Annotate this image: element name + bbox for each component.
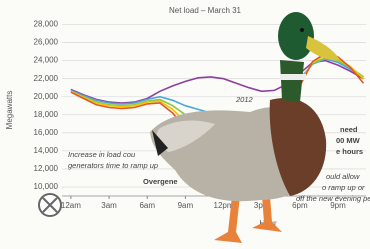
chart-title: Net load – March 31 (169, 6, 242, 15)
annotation: Increase in load cou (68, 150, 136, 159)
annotation: 2012 (235, 95, 254, 104)
chart: Net load – March 31 Megawatts Hour 10,00… (0, 0, 370, 249)
y-tick-label: 10,000 (34, 182, 59, 191)
y-tick-label: 22,000 (34, 74, 59, 83)
y-tick-label: 26,000 (34, 38, 59, 47)
y-tick-label: 18,000 (34, 110, 59, 119)
x-tick-label: 9am (178, 201, 194, 210)
y-tick-label: 12,000 (34, 164, 59, 173)
x-tick-label: 3am (101, 201, 117, 210)
x-tick-label: 12am (61, 201, 81, 210)
annotation: Overgene (143, 177, 178, 186)
y-tick-label: 24,000 (34, 56, 59, 65)
annotation: ould allow (326, 172, 360, 181)
annotation: need (340, 125, 358, 134)
annotation: e hours (336, 147, 363, 156)
annotation: off the new evening peak (296, 194, 370, 203)
page: Net load – March 31 Megawatts Hour 10,00… (0, 0, 370, 249)
x-tick-label: 6am (139, 201, 155, 210)
annotation: 00 MW (336, 136, 361, 145)
duck-eye (300, 28, 304, 32)
y-tick-label: 20,000 (34, 92, 59, 101)
y-tick-label: 16,000 (34, 128, 59, 137)
duck-head (278, 12, 314, 60)
annotation: o ramp up or (322, 183, 365, 192)
y-tick-label: 28,000 (34, 20, 59, 29)
close-icon[interactable] (39, 194, 61, 216)
y-axis-label: Megawatts (5, 91, 14, 130)
duck-neck (280, 60, 304, 102)
y-tick-label: 14,000 (34, 146, 59, 155)
annotation: generators time to ramp up (68, 161, 158, 170)
duck-collar (280, 74, 306, 80)
